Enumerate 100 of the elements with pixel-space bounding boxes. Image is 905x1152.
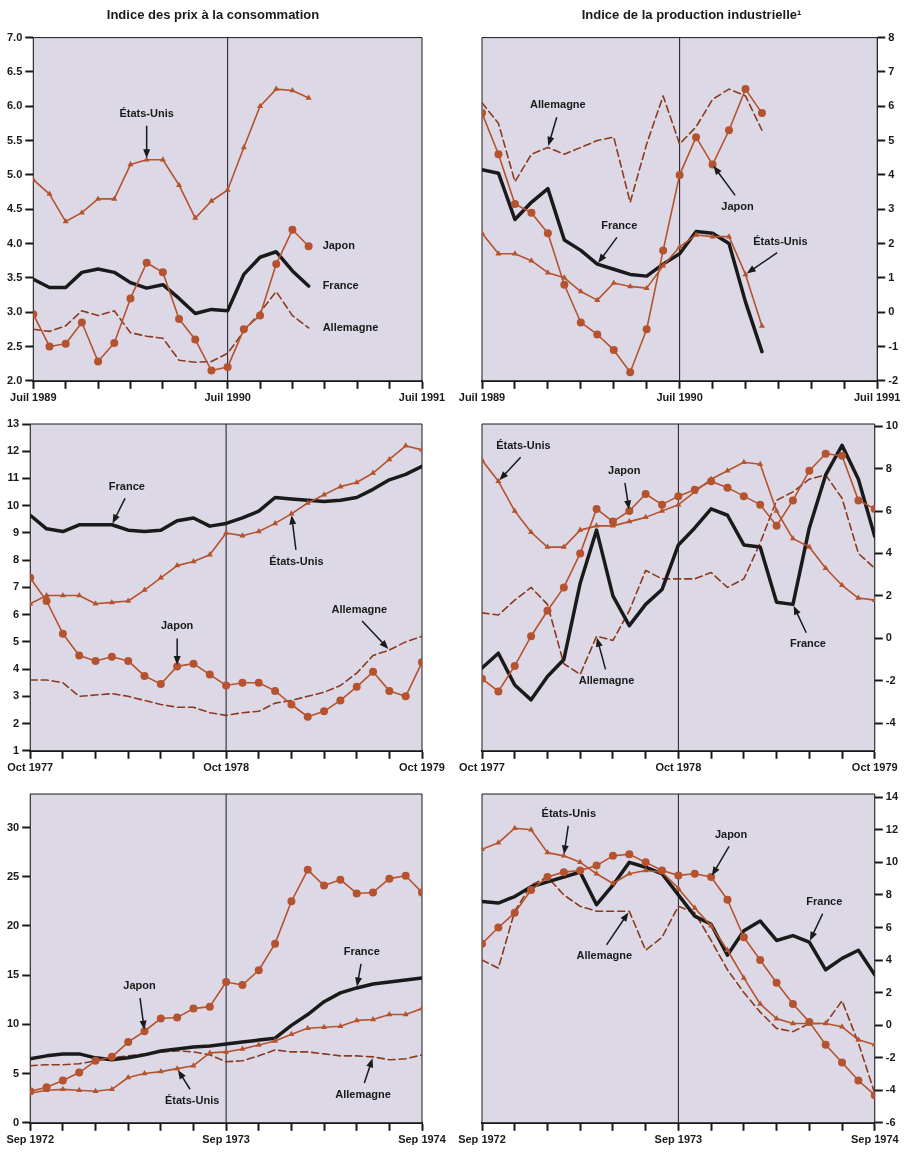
y-tick-label: 6.5	[6, 64, 23, 77]
x-tick-label: Juil 1989	[10, 391, 57, 404]
x-tick-label: Oct 1977	[459, 761, 505, 774]
y-tick-label: 6	[885, 504, 892, 517]
y-tick-label: 6.0	[6, 99, 23, 112]
y-tick-label: 20	[6, 918, 20, 931]
y-tick-label: 14	[885, 790, 899, 803]
y-tick-label: 5.5	[6, 133, 23, 146]
annotation: États-Unis	[164, 1093, 220, 1106]
x-tick-label: Oct 1979	[399, 761, 445, 774]
y-tick-label: 5	[13, 634, 20, 647]
y-tick-label: 13	[6, 417, 20, 430]
y-tick-label: 2.0	[6, 373, 23, 386]
y-tick-label: 15	[6, 968, 20, 981]
y-tick-label: 5.0	[6, 167, 23, 180]
chart-title: Indice de la production industrielle¹	[581, 7, 802, 23]
annotation: Japon	[322, 239, 356, 252]
chart-title: Indice des prix à la consommation	[106, 7, 320, 23]
annotation: États-Unis	[269, 554, 324, 567]
y-tick-label: 4	[888, 167, 896, 180]
y-tick-label: 6	[888, 99, 895, 112]
y-tick-label: 2	[885, 985, 892, 998]
y-tick-label: -4	[885, 716, 897, 729]
annotation: Japon	[160, 619, 194, 632]
y-tick-label: 30	[6, 820, 20, 833]
annotation: Japon	[123, 979, 156, 992]
y-tick-label: 1	[888, 270, 895, 283]
annotation: Allemagne	[576, 949, 633, 962]
annotation: France	[108, 479, 145, 492]
y-tick-label: 3.0	[6, 305, 23, 318]
x-tick-label: Sep 1972	[458, 1133, 506, 1146]
x-tick-label: Sep 1973	[654, 1133, 703, 1146]
annotation: États-Unis	[119, 106, 174, 119]
y-tick-label: 0	[885, 631, 892, 644]
y-tick-label: 1	[13, 743, 20, 756]
x-tick-label: Oct 1978	[655, 761, 702, 774]
y-tick-label: 6	[885, 920, 892, 933]
y-tick-label: 12	[885, 822, 899, 835]
y-tick-label: -2	[885, 673, 896, 686]
x-tick-label: Sep 1974	[398, 1133, 447, 1146]
annotation: Japon	[608, 464, 641, 477]
x-tick-label: Oct 1979	[851, 761, 898, 774]
y-tick-label: 10	[6, 1017, 20, 1030]
annotation: France	[601, 219, 638, 232]
y-tick-label: -2	[885, 1050, 896, 1063]
annotation: Allemagne	[335, 1087, 391, 1100]
annotation: Allemagne	[331, 603, 388, 616]
x-tick-label: Juil 1990	[204, 391, 251, 404]
annotation: États-Unis	[541, 806, 597, 819]
y-tick-label: 7	[13, 580, 20, 593]
y-tick-label: 8	[885, 461, 892, 474]
y-tick-label: 3.5	[6, 270, 23, 283]
y-tick-label: 4	[885, 953, 893, 966]
y-tick-label: 2	[885, 588, 892, 601]
annotation: France	[789, 637, 826, 650]
y-tick-label: 7.0	[6, 30, 23, 43]
y-tick-label: 2	[13, 716, 20, 729]
annotation: Allemagne	[322, 320, 379, 333]
annotation: France	[343, 944, 380, 957]
y-tick-label: 4.0	[6, 236, 23, 249]
annotation: France	[806, 895, 843, 908]
y-tick-label: 10	[6, 498, 20, 511]
y-tick-label: 3	[13, 689, 20, 702]
y-tick-label: 2	[888, 236, 895, 249]
y-tick-label: 10	[885, 419, 899, 432]
annotation: Japon	[721, 199, 755, 212]
y-tick-label: -4	[885, 1083, 897, 1096]
y-tick-label: -6	[885, 1115, 896, 1128]
annotation: États-Unis	[753, 235, 808, 248]
y-tick-label: 11	[7, 471, 20, 484]
x-tick-label: Oct 1977	[7, 761, 54, 774]
annotation: Allemagne	[578, 674, 635, 687]
x-tick-label: Juil 1991	[398, 391, 446, 404]
y-tick-label: 4	[13, 662, 21, 675]
y-tick-label: 12	[6, 444, 20, 457]
x-tick-label: Sep 1974	[850, 1133, 900, 1146]
y-tick-label: 8	[13, 553, 20, 566]
x-tick-label: Oct 1978	[203, 761, 250, 774]
y-tick-label: 8	[885, 887, 892, 900]
y-tick-label: 5	[13, 1066, 20, 1079]
x-tick-label: Juil 1991	[853, 391, 901, 404]
y-tick-label: 4.5	[6, 202, 23, 215]
y-tick-label: 10	[885, 855, 899, 868]
y-tick-label: 0	[885, 1018, 892, 1031]
y-tick-label: 7	[888, 64, 895, 77]
annotation: Japon	[714, 828, 748, 841]
x-tick-label: Juil 1989	[458, 391, 506, 404]
y-tick-label: 3	[888, 202, 895, 215]
x-tick-label: Sep 1972	[6, 1133, 55, 1146]
y-tick-label: 9	[13, 525, 20, 538]
y-tick-label: 2.5	[6, 339, 23, 352]
y-tick-label: -1	[888, 339, 898, 352]
y-tick-label: 4	[885, 546, 893, 559]
x-tick-label: Sep 1973	[202, 1133, 250, 1146]
y-tick-label: 6	[13, 607, 20, 620]
y-tick-label: 0	[888, 305, 895, 318]
annotation: États-Unis	[496, 439, 551, 452]
x-tick-label: Juil 1990	[656, 391, 703, 404]
y-tick-label: 5	[888, 133, 895, 146]
y-tick-label: 0	[13, 1115, 20, 1128]
